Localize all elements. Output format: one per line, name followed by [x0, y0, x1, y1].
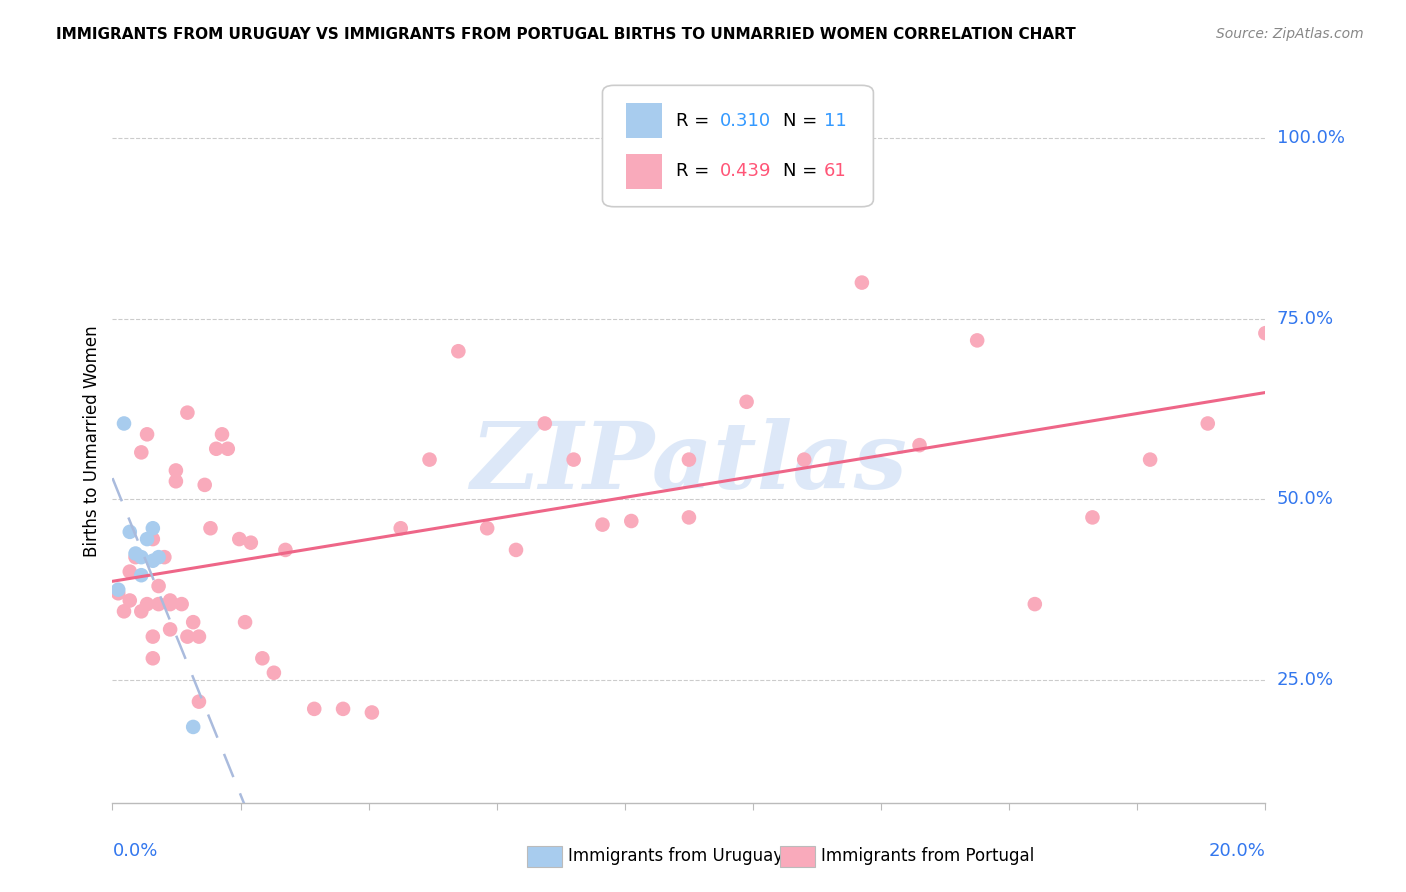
Point — [153, 550, 176, 565]
Point — [389, 521, 412, 535]
Point — [1254, 326, 1277, 341]
Text: N =: N = — [783, 162, 824, 180]
Point — [112, 604, 135, 618]
Point — [735, 394, 758, 409]
Point — [1081, 510, 1104, 524]
Text: 0.0%: 0.0% — [112, 842, 157, 860]
Point — [142, 554, 165, 568]
Text: 25.0%: 25.0% — [1277, 671, 1334, 689]
Point — [129, 445, 153, 459]
Point — [274, 542, 297, 557]
Point — [159, 597, 181, 611]
Text: 20.0%: 20.0% — [1209, 842, 1265, 860]
Point — [148, 597, 170, 611]
Point — [188, 695, 211, 709]
FancyBboxPatch shape — [603, 86, 873, 207]
Text: Immigrants from Portugal: Immigrants from Portugal — [821, 847, 1035, 865]
Point — [1197, 417, 1219, 431]
Text: R =: R = — [676, 162, 716, 180]
Point — [107, 582, 129, 597]
Point — [142, 521, 165, 535]
FancyBboxPatch shape — [626, 103, 662, 138]
Point — [419, 452, 441, 467]
Point — [129, 604, 153, 618]
Point — [562, 452, 585, 467]
Point — [176, 630, 198, 644]
Point — [181, 720, 204, 734]
Point — [239, 535, 262, 549]
Point — [136, 427, 159, 442]
Point — [165, 475, 187, 489]
Point — [592, 517, 614, 532]
Text: 0.439: 0.439 — [720, 162, 772, 180]
Point — [678, 452, 700, 467]
Point — [107, 586, 129, 600]
Point — [124, 547, 146, 561]
Point — [475, 521, 499, 535]
Point — [217, 442, 239, 456]
Point — [205, 442, 228, 456]
Point — [851, 276, 873, 290]
Point — [1024, 597, 1046, 611]
Point — [505, 542, 527, 557]
Point — [159, 593, 181, 607]
Point — [447, 344, 470, 359]
Point — [118, 524, 141, 539]
Point — [620, 514, 643, 528]
Point — [252, 651, 274, 665]
Point — [136, 597, 159, 611]
Point — [165, 463, 187, 477]
Point — [142, 630, 165, 644]
Text: N =: N = — [783, 112, 824, 129]
Point — [360, 706, 382, 720]
Text: ZIPatlas: ZIPatlas — [471, 418, 907, 508]
Point — [148, 550, 170, 565]
Text: 61: 61 — [824, 162, 846, 180]
Point — [228, 532, 250, 546]
Point — [678, 510, 700, 524]
Point — [118, 593, 141, 607]
FancyBboxPatch shape — [626, 154, 662, 189]
Text: 50.0%: 50.0% — [1277, 491, 1333, 508]
Text: 0.310: 0.310 — [720, 112, 772, 129]
Point — [233, 615, 256, 630]
Point — [136, 532, 159, 546]
Point — [112, 417, 135, 431]
Point — [200, 521, 222, 535]
Y-axis label: Births to Unmarried Women: Births to Unmarried Women — [83, 326, 101, 558]
Text: R =: R = — [676, 112, 716, 129]
Point — [176, 406, 198, 420]
Point — [170, 597, 193, 611]
Point — [142, 532, 165, 546]
Point — [793, 452, 815, 467]
Point — [908, 438, 931, 452]
Text: 11: 11 — [824, 112, 846, 129]
Point — [263, 665, 285, 680]
Point — [332, 702, 354, 716]
Point — [534, 417, 557, 431]
Point — [124, 550, 146, 565]
Point — [118, 565, 141, 579]
Text: Immigrants from Uruguay: Immigrants from Uruguay — [568, 847, 783, 865]
Text: 75.0%: 75.0% — [1277, 310, 1334, 327]
Point — [129, 550, 153, 565]
Text: IMMIGRANTS FROM URUGUAY VS IMMIGRANTS FROM PORTUGAL BIRTHS TO UNMARRIED WOMEN CO: IMMIGRANTS FROM URUGUAY VS IMMIGRANTS FR… — [56, 27, 1076, 42]
Point — [159, 623, 181, 637]
Point — [148, 579, 170, 593]
Point — [966, 334, 988, 348]
Point — [194, 478, 217, 492]
Point — [181, 615, 204, 630]
Point — [188, 630, 211, 644]
Point — [304, 702, 326, 716]
Text: 100.0%: 100.0% — [1277, 129, 1344, 147]
Text: Source: ZipAtlas.com: Source: ZipAtlas.com — [1216, 27, 1364, 41]
Point — [129, 568, 153, 582]
Point — [1139, 452, 1161, 467]
Point — [211, 427, 233, 442]
Point — [142, 651, 165, 665]
